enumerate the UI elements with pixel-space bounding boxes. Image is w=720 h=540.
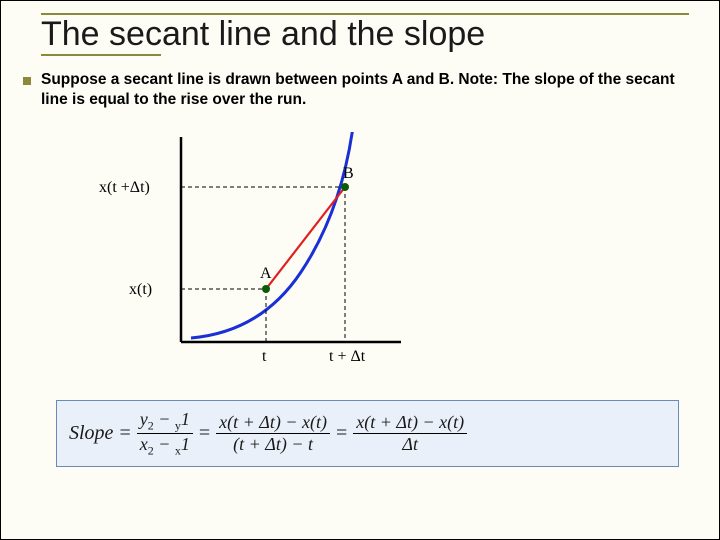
frac2-den: (t + Δt) − t <box>230 434 316 456</box>
body-row: Suppose a secant line is drawn between p… <box>1 62 719 110</box>
frac2-num: x(t + Δt) − x(t) <box>216 412 330 434</box>
frac1-den: x2 − x1 <box>137 434 193 458</box>
equals-2: = <box>199 422 210 445</box>
title-rule-bottom <box>41 54 161 56</box>
secant-diagram: x(t +Δt) x(t) t t + Δt A B <box>101 132 461 382</box>
fraction-2: x(t + Δt) − x(t) (t + Δt) − t <box>216 412 330 456</box>
equals-1: = <box>119 422 130 445</box>
slope-formula: Slope = y2 − y1 x2 − x1 = x(t + Δt) − x(… <box>56 400 679 467</box>
chart-svg <box>101 132 461 382</box>
equals-3: = <box>336 422 347 445</box>
page-title: The secant line and the slope <box>41 15 689 54</box>
frac3-den: Δt <box>399 434 421 456</box>
bullet-icon <box>23 77 31 85</box>
point-label-B: B <box>343 165 354 183</box>
y-axis-label-B: x(t +Δt) <box>99 179 150 197</box>
title-block: The secant line and the slope <box>1 1 719 62</box>
formula-lhs: Slope <box>69 422 113 445</box>
frac3-num: x(t + Δt) − x(t) <box>353 412 467 434</box>
frac1-num: y2 − y1 <box>137 409 193 433</box>
fraction-3: x(t + Δt) − x(t) Δt <box>353 412 467 456</box>
body-text: Suppose a secant line is drawn between p… <box>41 70 679 110</box>
fraction-1: y2 − y1 x2 − x1 <box>137 409 193 458</box>
x-axis-label-A: t <box>262 348 266 366</box>
y-axis-label-A: x(t) <box>129 281 152 299</box>
x-axis-label-B: t + Δt <box>329 348 365 366</box>
point-label-A: A <box>260 265 272 283</box>
